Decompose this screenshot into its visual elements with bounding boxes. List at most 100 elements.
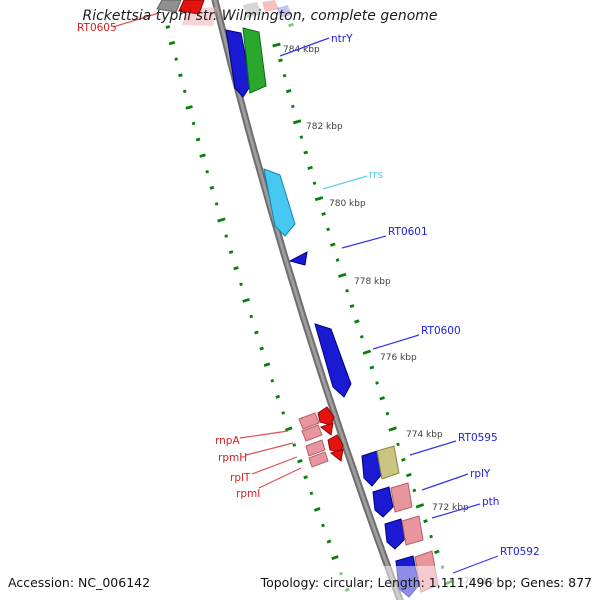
ghost-gray [243, 2, 262, 18]
tick-dash [335, 258, 340, 262]
tick-dash [239, 282, 243, 287]
tick-dash [168, 40, 176, 46]
tick-dash [292, 443, 297, 447]
gene-label-rrs[interactable]: rrs [369, 169, 383, 181]
gene-khaki[interactable] [376, 445, 400, 480]
tick-dash [284, 426, 293, 432]
gene-label-RT0592[interactable]: RT0592 [500, 546, 540, 558]
leader-pth [431, 503, 481, 519]
gene-label-ntrY[interactable]: ntrY [331, 33, 353, 45]
gene-label-RT0595[interactable]: RT0595 [458, 432, 498, 444]
tick-label: 776 kbp [380, 353, 417, 363]
gene-label-RT0600[interactable]: RT0600 [421, 325, 461, 337]
leader-rplT [251, 456, 298, 475]
tick-dash [185, 105, 193, 110]
tick-dash [362, 349, 372, 355]
tick-label: 770 kbp [458, 577, 495, 587]
tick-dash [178, 73, 183, 78]
tick-dash [259, 346, 264, 351]
gene-label-RT0605[interactable]: RT0605 [77, 22, 117, 34]
gene-RT0605[interactable] [178, 0, 205, 15]
tick-label: 774 kbp [406, 430, 443, 440]
tick-label: 784 kbp [283, 45, 320, 55]
gene-rrs[interactable] [263, 168, 296, 237]
gene-label-rplY[interactable]: rplY [470, 468, 491, 480]
tick-dash [292, 119, 302, 125]
gene-blue-2[interactable] [372, 486, 394, 518]
gene-red-b[interactable] [327, 434, 344, 453]
gene-label-pth[interactable]: pth [482, 496, 499, 508]
tick-dash [275, 394, 281, 399]
gene-label-RT0601[interactable]: RT0601 [388, 226, 428, 238]
tick-dash [242, 297, 250, 303]
tick-dash [263, 362, 271, 367]
tick-dash [309, 491, 314, 496]
tick-dash [385, 411, 390, 416]
tick-dash [359, 335, 364, 339]
gene-pink-2[interactable] [390, 482, 413, 513]
tick-dash [191, 121, 196, 126]
tick-dash [209, 185, 215, 190]
tick-dash [326, 227, 331, 232]
tick-dash [195, 137, 201, 142]
gene-red-b2[interactable] [329, 448, 344, 462]
gene-ntrY[interactable] [242, 27, 267, 94]
feature-gray-top[interactable] [156, 0, 182, 13]
leader-rnpA [239, 430, 289, 439]
gene-pink-3[interactable] [401, 515, 424, 546]
tick-dash [412, 488, 417, 493]
tick-dash [345, 288, 349, 293]
tick-dash [297, 459, 303, 464]
tick-label: 780 kbp [329, 199, 366, 209]
gene-RT0601[interactable] [288, 251, 308, 266]
tick-dash [285, 89, 292, 94]
leader-RT0600 [372, 334, 420, 350]
tick-dash [299, 135, 304, 139]
accession-text: Accession: NC_006142 [8, 575, 151, 590]
tick-dash [228, 250, 234, 255]
tick-dash [321, 212, 326, 216]
tick-dash [331, 555, 339, 561]
leader-RT0605 [112, 12, 160, 28]
tick-dash [288, 22, 294, 28]
gene-pink-a1[interactable] [298, 412, 320, 430]
tick-dash [429, 534, 434, 539]
gene-blue-1[interactable] [361, 450, 383, 487]
gene-blue-top[interactable] [225, 29, 252, 98]
gene-red-a[interactable] [317, 406, 335, 426]
leader-RT0601 [341, 235, 387, 249]
tick-dash [303, 475, 308, 480]
tick-dash [307, 165, 313, 170]
gene-label-rnpA[interactable]: rnpA [215, 435, 240, 447]
gene-red-a2[interactable] [319, 422, 334, 436]
tick-dash [338, 272, 347, 278]
tick-dash [272, 42, 281, 48]
gene-pink-a2[interactable] [301, 424, 323, 442]
tick-dash [278, 58, 283, 63]
tick-dash [321, 523, 325, 528]
tick-dash [199, 153, 206, 158]
genome-stats-text: Topology: circular; Length: 1,111,496 bp… [260, 575, 592, 590]
tick-dash [165, 25, 171, 29]
tick-dash [406, 472, 412, 478]
gene-label-rplT[interactable]: rplT [230, 472, 251, 484]
leader-rpmH [245, 442, 294, 456]
tick-dash [354, 319, 360, 324]
gene-pink-b1[interactable] [305, 439, 326, 457]
tick-dash [415, 503, 425, 509]
tick-dash [388, 426, 397, 432]
gene-RT0600[interactable] [314, 323, 352, 398]
tick-dash [270, 378, 275, 383]
tick-dash [349, 304, 355, 309]
tick-dash [182, 89, 187, 94]
tick-dash [396, 442, 400, 447]
gene-label-rpmI[interactable]: rpmI [236, 488, 260, 500]
tick-dash [369, 365, 375, 370]
gene-label-rpmH[interactable]: rpmH [218, 452, 247, 464]
gene-blue-3[interactable] [384, 518, 406, 550]
gene-pink-b2[interactable] [308, 451, 329, 468]
tick-dash [330, 242, 336, 247]
leader-RT0595 [409, 440, 457, 456]
